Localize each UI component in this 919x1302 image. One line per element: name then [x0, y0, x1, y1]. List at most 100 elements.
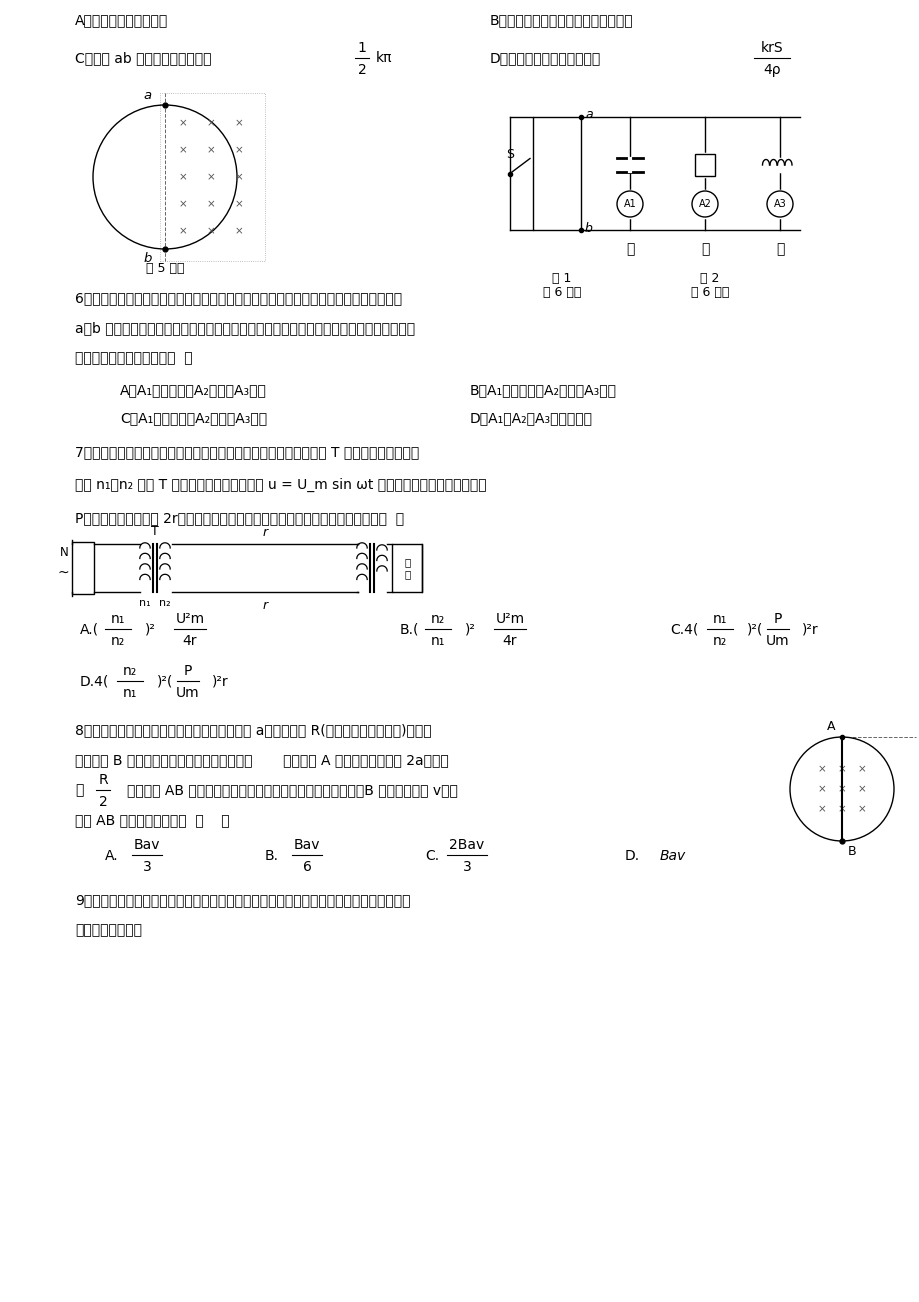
Text: N: N [60, 547, 69, 560]
Circle shape [789, 737, 893, 841]
Text: T: T [151, 525, 159, 538]
Text: C．图中 ab 两点间的电压大小为: C．图中 ab 两点间的电压大小为 [75, 51, 211, 65]
Bar [391, 544, 422, 592]
Circle shape [766, 191, 792, 217]
Text: n₂: n₂ [123, 664, 137, 678]
Text: B.: B. [265, 849, 278, 863]
Text: 4r: 4r [502, 634, 516, 648]
Text: ×: × [836, 805, 845, 814]
Text: ×: × [817, 805, 825, 814]
Text: B.(: B.( [400, 622, 419, 637]
Text: b: b [143, 253, 152, 266]
Text: ×: × [207, 118, 215, 128]
Text: )²(: )²( [746, 622, 763, 637]
Text: 9、物理学中各种图像具有深刻含义，如果下列图像坐标单位都为国际单位制单位，那么下: 9、物理学中各种图像具有深刻含义，如果下列图像坐标单位都为国际单位制单位，那么下 [75, 893, 410, 907]
Text: ×: × [836, 764, 845, 773]
Text: 别为 n₁、n₂ 。在 T 的原线圈两端接入一电压 u = U_m sin ωt 的交流电源，若输送电功率为: 别为 n₁、n₂ 。在 T 的原线圈两端接入一电压 u = U_m sin ωt… [75, 478, 486, 492]
Text: ×: × [234, 199, 244, 210]
Circle shape [691, 191, 717, 217]
Text: ×: × [178, 199, 187, 210]
Text: n₂: n₂ [712, 634, 726, 648]
Text: D．圆环中感应电流的大小为: D．圆环中感应电流的大小为 [490, 51, 601, 65]
Text: 4ρ: 4ρ [763, 62, 780, 77]
Text: )²: )² [145, 622, 155, 637]
Text: ×: × [234, 145, 244, 155]
Circle shape [617, 191, 642, 217]
Text: n₁: n₁ [712, 612, 726, 626]
Text: 这时 AB 两端的电压大小为  （    ）: 这时 AB 两端的电压大小为 （ ） [75, 812, 230, 827]
Text: 2: 2 [98, 796, 108, 809]
Text: A2: A2 [698, 199, 710, 210]
Text: 为: 为 [75, 783, 84, 797]
Text: ×: × [234, 172, 244, 182]
Text: n₁: n₁ [110, 612, 125, 626]
Text: A．A₁读数不变，A₂增大，A₃减小: A．A₁读数不变，A₂增大，A₃减小 [119, 383, 267, 397]
Text: a: a [584, 108, 592, 121]
Text: 图 1: 图 1 [551, 272, 571, 285]
Bar [532, 117, 581, 230]
Text: S: S [505, 148, 514, 161]
Text: P: P [773, 612, 781, 626]
Text: n₂: n₂ [430, 612, 445, 626]
Text: n₁: n₁ [122, 686, 137, 700]
Text: B．A₁读数减小，A₂不变，A₃增大: B．A₁读数减小，A₂不变，A₃增大 [470, 383, 617, 397]
Text: P，输电线的总电阻为 2r，不考虑其它因素的影响，则输电线上损失的电功率为（  ）: P，输电线的总电阻为 2r，不考虑其它因素的影响，则输电线上损失的电功率为（ ） [75, 510, 403, 525]
Text: P: P [184, 664, 192, 678]
Text: r: r [262, 526, 267, 539]
Text: ×: × [234, 227, 244, 236]
Text: ×: × [207, 172, 215, 182]
Text: kπ: kπ [376, 51, 392, 65]
Text: A．圆环具有扩张的趋势: A．圆环具有扩张的趋势 [75, 13, 168, 27]
Text: )²(: )²( [157, 674, 173, 689]
Text: )²: )² [464, 622, 475, 637]
Text: B: B [918, 730, 919, 743]
Text: ~: ~ [57, 566, 69, 579]
Text: ×: × [178, 145, 187, 155]
Text: A.: A. [105, 849, 119, 863]
Text: Bav: Bav [133, 838, 160, 852]
Text: 应强度为 B 的匀强磁场垂直穿过环平面，与环       的最高点 A 铰链连接的长度为 2a、电阻: 应强度为 B 的匀强磁场垂直穿过环平面，与环 的最高点 A 铰链连接的长度为 2… [75, 753, 448, 767]
Text: Bav: Bav [659, 849, 686, 863]
Text: n₂: n₂ [159, 598, 171, 608]
Text: Um: Um [766, 634, 789, 648]
Text: 1: 1 [357, 40, 366, 55]
Text: n₂: n₂ [111, 634, 125, 648]
Text: D．A₁，A₂，A₃读数均不变: D．A₁，A₂，A₃读数均不变 [470, 411, 593, 424]
Bar [160, 92, 265, 260]
Text: 6: 6 [302, 861, 312, 874]
Text: D.: D. [624, 849, 640, 863]
Text: U²m: U²m [176, 612, 204, 626]
Text: ×: × [857, 805, 866, 814]
Text: 3: 3 [462, 861, 471, 874]
Bar [694, 154, 714, 176]
Text: ×: × [207, 227, 215, 236]
Text: ×: × [234, 118, 244, 128]
Text: ×: × [817, 764, 825, 773]
Text: b: b [584, 221, 592, 234]
Text: A.(: A.( [80, 622, 99, 637]
Text: 的导体棒 AB 由水平位置紧贴环面摆下，当摆到竖直位置时，B 点的线速度为 v，则: 的导体棒 AB 由水平位置紧贴环面摆下，当摆到竖直位置时，B 点的线速度为 v，… [127, 783, 458, 797]
Text: 第 5 题图: 第 5 题图 [145, 262, 184, 275]
Text: B: B [847, 845, 856, 858]
Text: B．圆环中产生顺时针方向的感应电流: B．圆环中产生顺时针方向的感应电流 [490, 13, 633, 27]
Text: A: A [825, 720, 834, 733]
Text: krS: krS [760, 40, 782, 55]
Text: Bav: Bav [293, 838, 320, 852]
Text: C．A₁读数增大，A₂不变，A₃减小: C．A₁读数增大，A₂不变，A₃减小 [119, 411, 267, 424]
Text: Um: Um [176, 686, 199, 700]
Text: a: a [143, 89, 152, 102]
Text: C.: C. [425, 849, 438, 863]
Text: C.4(: C.4( [669, 622, 698, 637]
Text: 7、图为远距离输电示意图，两变压器均为理想变压器，升压变压器 T 的原、副线圈匝数分: 7、图为远距离输电示意图，两变压器均为理想变压器，升压变压器 T 的原、副线圈匝… [75, 445, 419, 460]
Text: ×: × [207, 199, 215, 210]
Text: ×: × [857, 784, 866, 794]
Text: 乙: 乙 [700, 242, 709, 256]
Text: n₁: n₁ [139, 598, 151, 608]
Text: 图 2: 图 2 [699, 272, 719, 285]
Text: ×: × [178, 227, 187, 236]
Text: ×: × [178, 118, 187, 128]
Text: 6、在交流电路中，如果电源电动势的最大值不变，频率可以改变，在如上图所示电路的: 6、在交流电路中，如果电源电动势的最大值不变，频率可以改变，在如上图所示电路的 [75, 292, 402, 305]
Text: ×: × [817, 784, 825, 794]
Text: ×: × [836, 784, 845, 794]
Text: U²m: U²m [495, 612, 524, 626]
